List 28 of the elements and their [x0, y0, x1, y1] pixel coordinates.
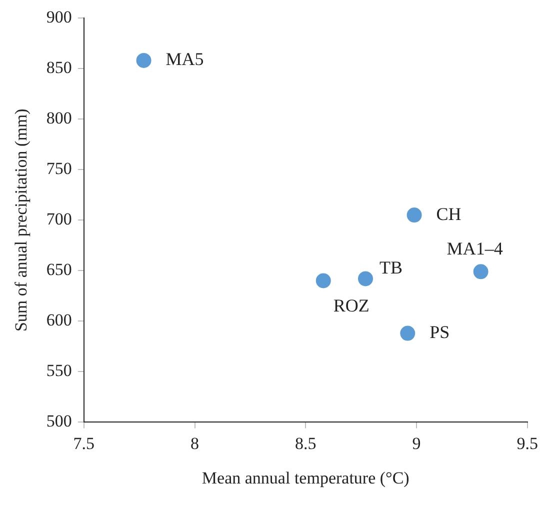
annotation: MA5 — [166, 49, 204, 70]
annotation: ROZ — [333, 295, 370, 316]
y-tick-label: 850 — [46, 58, 72, 77]
x-axis-title: Mean annual temperature (°C) — [202, 468, 410, 488]
y-axis-title: Sum of anual precipitation (mm) — [12, 108, 31, 332]
y-tick-label: 650 — [46, 260, 72, 280]
point — [406, 208, 422, 223]
x-tick-label: 9.5 — [516, 434, 538, 453]
point — [400, 326, 416, 341]
x-tick-label: 9 — [412, 434, 421, 453]
point — [473, 264, 488, 280]
point — [316, 273, 331, 288]
annotation: MA1–4 — [446, 238, 503, 258]
point — [136, 52, 152, 68]
point — [358, 271, 374, 286]
x-tick-label: 8.5 — [295, 434, 316, 453]
annotation: CH — [436, 204, 462, 224]
annotation: TB — [380, 257, 403, 278]
y-tick-label: 550 — [46, 361, 72, 380]
x-tick-label: 8 — [190, 434, 200, 453]
y-tick-label: 500 — [46, 412, 72, 431]
y-tick-label: 800 — [46, 108, 72, 128]
annotation: PS — [430, 322, 450, 342]
y-tick-label: 700 — [46, 210, 72, 229]
y-tick-label: 900 — [46, 7, 72, 26]
y-tick-label: 750 — [46, 159, 72, 178]
y-tick-label: 600 — [46, 310, 72, 330]
x-tick-label: 7.5 — [73, 434, 95, 453]
